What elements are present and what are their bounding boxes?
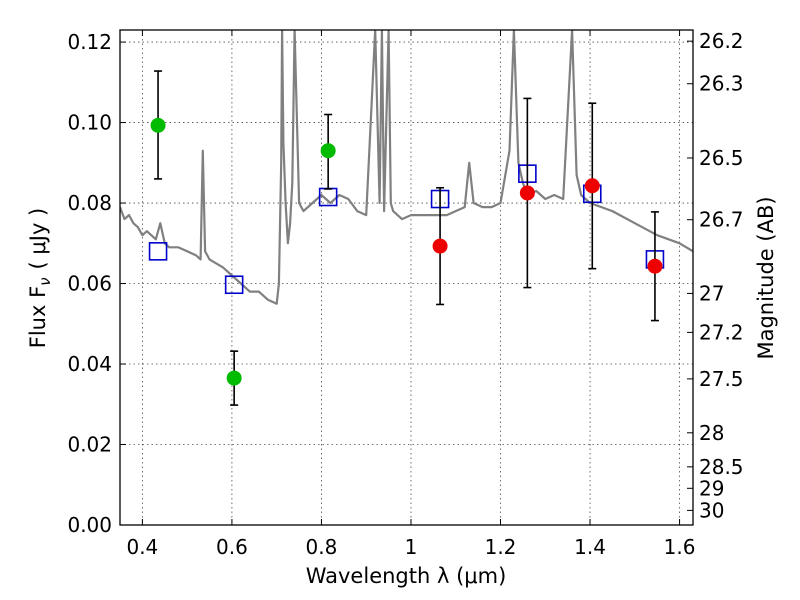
observed-point bbox=[647, 258, 663, 274]
observed-point bbox=[432, 238, 448, 254]
y2-tick-label: 26.2 bbox=[699, 29, 744, 53]
y2-tick-label: 27 bbox=[699, 281, 724, 305]
observed-point bbox=[584, 178, 600, 194]
y-tick-label: 0.04 bbox=[67, 352, 112, 376]
model-photometry-square bbox=[224, 275, 244, 295]
observed-point bbox=[150, 117, 166, 133]
y2-tick-label: 27.2 bbox=[699, 320, 744, 344]
y-tick-label: 0.10 bbox=[67, 111, 112, 135]
observed-point bbox=[320, 143, 336, 159]
model-photometry-square bbox=[148, 242, 168, 261]
y-tick-label: 0.06 bbox=[67, 272, 112, 296]
x-tick-label: 0.6 bbox=[216, 535, 248, 559]
x-tick-label: 0.8 bbox=[306, 535, 338, 559]
x-tick-label: 1.6 bbox=[664, 535, 696, 559]
y-axis-label-unit: ( μJy ) bbox=[26, 208, 50, 270]
y2-tick-label: 26.3 bbox=[699, 72, 744, 96]
y2-tick-label: 28.5 bbox=[699, 455, 744, 479]
axes: 0.4 0.6 0.8 1 1.2 1.4 1.6 0.00 0.02 0.04 0.06 0.08 0… bbox=[67, 29, 743, 559]
plot-area bbox=[120, 30, 693, 406]
y2-tick-label: 27.5 bbox=[699, 367, 744, 391]
y-tick-label: 0.12 bbox=[67, 30, 112, 54]
y-tick-label: 0.08 bbox=[67, 191, 112, 215]
x-tick-label: 1.4 bbox=[574, 535, 606, 559]
y-axis-label-subscript: ν bbox=[36, 277, 54, 285]
y2-tick-label: 30 bbox=[699, 498, 724, 522]
y2-tick-label: 26.5 bbox=[699, 146, 744, 170]
y2-tick-label: 28 bbox=[699, 421, 724, 445]
y-axis-label: Flux Fν ( μJy ) bbox=[26, 208, 54, 349]
observed-point bbox=[226, 370, 242, 386]
x-tick-label: 0.4 bbox=[126, 535, 158, 559]
y-tick-label: 0.00 bbox=[67, 513, 112, 537]
y2-axis-label: Magnitude (AB) bbox=[754, 196, 778, 359]
x-axis-label: Wavelength λ (μm) bbox=[306, 564, 507, 588]
plot-background bbox=[120, 30, 693, 525]
y-axis-label-main: Flux F bbox=[26, 286, 50, 348]
x-tick-label: 1.2 bbox=[485, 535, 517, 559]
plot-frame bbox=[119, 29, 694, 526]
y2-tick-label: 26.7 bbox=[699, 208, 744, 232]
y2-tick-label: 29 bbox=[699, 476, 724, 500]
observed-point bbox=[519, 185, 535, 201]
y-tick-label: 0.02 bbox=[67, 433, 112, 457]
x-tick-label: 1 bbox=[405, 535, 418, 559]
